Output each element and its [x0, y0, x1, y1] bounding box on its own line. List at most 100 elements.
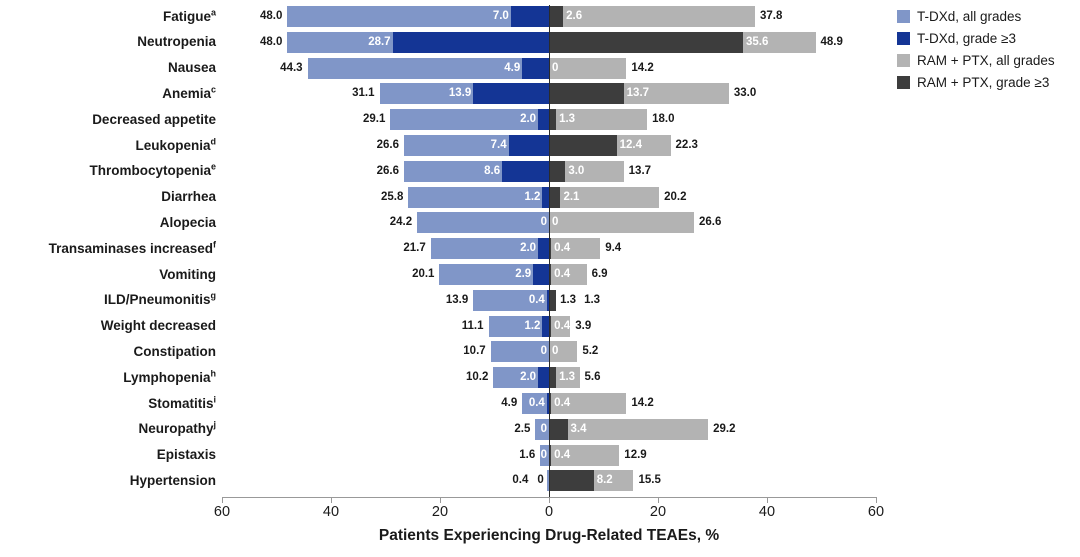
legend-swatch-ram_g3 — [897, 75, 910, 89]
tdxd-all-value: 24.2 — [389, 216, 413, 229]
footnote-marker: a — [210, 7, 216, 17]
footnote-marker: d — [210, 136, 217, 146]
ram-all-value: 9.4 — [605, 242, 622, 255]
tdxd-grade3-bar — [546, 289, 549, 311]
legend-label: T-DXd, all grades — [917, 8, 1022, 24]
ram-grade3-value: 0 — [552, 61, 559, 74]
footnote-marker: e — [210, 161, 216, 172]
legend-swatch-tdxd_g3 — [897, 31, 910, 45]
x-axis-line — [222, 497, 876, 498]
tdxd-all-value: 0.4 — [512, 474, 529, 487]
tdxd-grade3-bar — [542, 186, 549, 208]
tdxd-all-bar — [390, 109, 549, 131]
tdxd-all-value: 48.0 — [260, 35, 283, 48]
ram-grade3-value: 13.7 — [626, 87, 650, 100]
tdxd-grade3-value: 0 — [540, 216, 547, 229]
legend-item-tdxd_all: T-DXd, all grades — [897, 8, 1055, 24]
ram-grade3-value: 1.3 — [559, 371, 576, 384]
ram-grade3-bar — [549, 6, 564, 27]
ram-grade3-bar — [549, 238, 552, 260]
ram-all-bar — [549, 212, 694, 234]
x-axis-tick-label: 60 — [213, 504, 231, 520]
ram-grade3-bar — [549, 315, 552, 337]
tdxd-grade3-bar — [538, 238, 549, 260]
ram-all-value: 12.9 — [624, 448, 647, 461]
ram-grade3-value: 2.1 — [563, 190, 580, 203]
ram-all-value: 37.8 — [760, 10, 783, 22]
ram-grade3-value: 0.4 — [554, 319, 571, 332]
x-axis-title: Patients Experiencing Drug-Related TEAEs… — [378, 527, 720, 544]
ram-all-value: 13.7 — [628, 164, 652, 177]
ram-grade3-value: 3.0 — [568, 164, 585, 177]
category-label: Neutropenia — [137, 34, 216, 50]
tdxd-grade3-value: 1.2 — [524, 190, 541, 203]
tdxd-all-value: 1.6 — [519, 448, 536, 461]
tdxd-grade3-value: 8.6 — [484, 164, 501, 177]
tdxd-all-value: 26.6 — [376, 139, 400, 151]
legend-label: RAM + PTX, all grades — [917, 52, 1055, 68]
tdxd-all-value: 21.7 — [403, 242, 426, 255]
category-label: Anemiac — [162, 84, 216, 101]
tdxd-grade3-bar — [546, 393, 549, 414]
ram-grade3-value: 8.2 — [596, 474, 613, 487]
ram-grade3-bar — [549, 83, 624, 105]
ram-all-bar — [549, 444, 620, 466]
category-label: Decreased appetite — [92, 111, 216, 127]
tdxd-grade3-value: 0.4 — [528, 293, 545, 306]
category-label: Weight decreased — [100, 318, 216, 334]
category-label: Alopecia — [159, 214, 216, 230]
category-label: Transaminases increasedf — [48, 239, 216, 256]
footnote-marker: h — [210, 368, 217, 379]
tdxd-grade3-bar — [508, 135, 549, 156]
ram-all-value: 1.3 — [584, 293, 601, 306]
tdxd-all-value: 48.0 — [260, 10, 283, 22]
tdxd-all-value: 26.6 — [376, 164, 400, 177]
ram-grade3-bar — [549, 264, 552, 285]
tdxd-all-bar — [307, 57, 549, 79]
category-label: Thrombocytopeniae — [89, 161, 216, 179]
legend-swatch-tdxd_all — [897, 9, 910, 23]
tdxd-all-bar — [287, 6, 549, 27]
ram-all-value: 29.2 — [713, 422, 736, 435]
tdxd-all-value: 2.5 — [514, 422, 531, 435]
ram-all-bar — [549, 315, 571, 337]
ram-all-bar — [549, 186, 660, 208]
ram-grade3-value: 1.3 — [559, 113, 576, 126]
tdxd-all-value: 25.8 — [380, 190, 404, 203]
ram-grade3-bar — [549, 470, 594, 492]
tdxd-grade3-value: 2.9 — [515, 268, 532, 280]
x-axis-tick — [440, 497, 441, 503]
ram-grade3-value: 0.4 — [554, 268, 571, 280]
tdxd-grade3-bar — [538, 109, 549, 131]
category-label: ILD/Pneumonitisg — [103, 290, 216, 308]
legend: T-DXd, all grades T-DXd, grade ≥3 RAM + PT… — [897, 9, 1055, 97]
tdxd-all-bar — [473, 289, 549, 311]
ram-all-value: 18.0 — [652, 113, 675, 126]
category-label: Epistaxis — [156, 447, 216, 463]
tdxd-grade3-value: 4.9 — [504, 61, 521, 74]
category-label: Diarrhea — [161, 189, 216, 205]
ram-all-bar — [549, 238, 601, 260]
ram-grade3-bar — [549, 31, 744, 53]
category-label: Constipation — [133, 343, 217, 359]
footnote-marker: c — [210, 84, 216, 95]
ram-grade3-bar — [549, 289, 557, 311]
legend-label: RAM + PTX, grade ≥3 — [917, 74, 1050, 90]
footnote-marker: f — [213, 239, 216, 250]
ram-grade3-value: 0.4 — [554, 397, 571, 409]
x-axis-tick-label: 0 — [544, 504, 554, 520]
ram-grade3-bar — [549, 186, 561, 208]
tdxd-grade3-bar — [533, 264, 549, 285]
ram-all-value: 5.6 — [584, 371, 601, 384]
ram-all-bar — [549, 341, 578, 363]
ram-grade3-bar — [549, 160, 566, 182]
tdxd-all-value: 10.2 — [466, 371, 489, 384]
tdxd-grade3-bar — [473, 83, 549, 105]
ram-all-value: 14.2 — [631, 61, 654, 74]
ram-all-value: 26.6 — [698, 216, 722, 229]
ram-all-value: 20.2 — [664, 190, 687, 203]
ram-all-value: 6.9 — [591, 268, 608, 280]
ram-grade3-value: 1.3 — [560, 293, 577, 306]
x-axis-tick — [549, 497, 550, 503]
tdxd-all-value: 31.1 — [352, 87, 375, 100]
